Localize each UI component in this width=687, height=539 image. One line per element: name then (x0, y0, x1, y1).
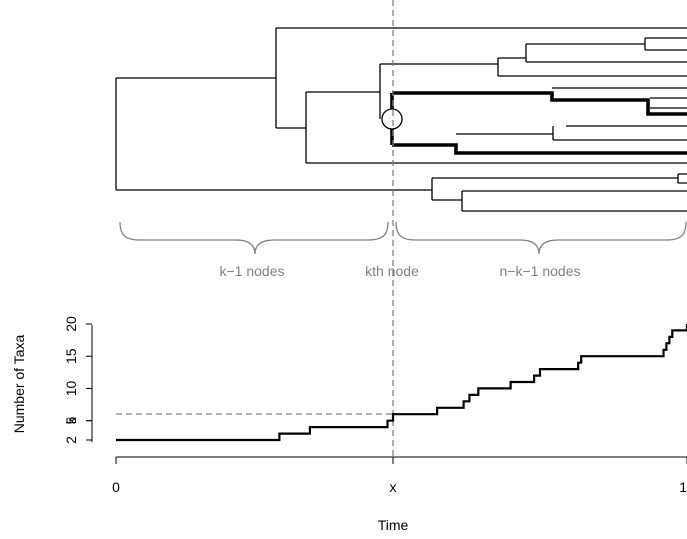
x-ticks: 0 x 1 (112, 457, 687, 495)
clade-f-branch (644, 37, 687, 51)
braces (119, 221, 687, 255)
clade-c-branch (379, 63, 498, 119)
x-tick-label: x (390, 479, 397, 495)
left-brace-label: k−1 nodes (220, 263, 285, 279)
y-tick-label: 15 (63, 348, 79, 364)
y-tick-label: 2 (63, 436, 79, 444)
lower-lineage (390, 119, 687, 155)
kth-node-marker (381, 108, 403, 130)
clade-a-branch (275, 27, 687, 129)
y-tick-label: 5 (63, 417, 79, 425)
kth-node-label: kth node (365, 263, 419, 279)
lineage-count-line (116, 324, 687, 442)
left-brace (119, 221, 389, 255)
clade-h-branch (456, 125, 687, 141)
y-tick-label: 20 (63, 316, 79, 332)
x-axis-title: Time (378, 517, 409, 533)
x-tick-label: 1 (679, 479, 687, 495)
y-tick-label: k (63, 416, 79, 424)
highlighted-lineages (390, 91, 687, 155)
y-tick-label: 10 (63, 380, 79, 396)
y-ticks: 2 k5 10 15 20 (63, 316, 92, 444)
clade-d-branch (497, 57, 687, 77)
phylogenetic-tree (115, 27, 687, 212)
clade-e-branch (525, 43, 687, 63)
y-axis-title: Number of Taxa (11, 335, 27, 434)
upper-lineage (390, 91, 687, 119)
ltt-chart: 2 k5 10 15 20 0 x 1 Time Number of Taxa (11, 316, 687, 533)
root-node-branch (115, 77, 432, 191)
clade-j-branch (432, 190, 687, 212)
clade-g-branch (552, 87, 687, 109)
x-tick-label: 0 (112, 479, 120, 495)
right-brace (395, 221, 687, 255)
right-brace-label: n−k−1 nodes (500, 263, 581, 279)
clade-b-branch (305, 91, 687, 164)
clade-i-branch (431, 173, 687, 200)
